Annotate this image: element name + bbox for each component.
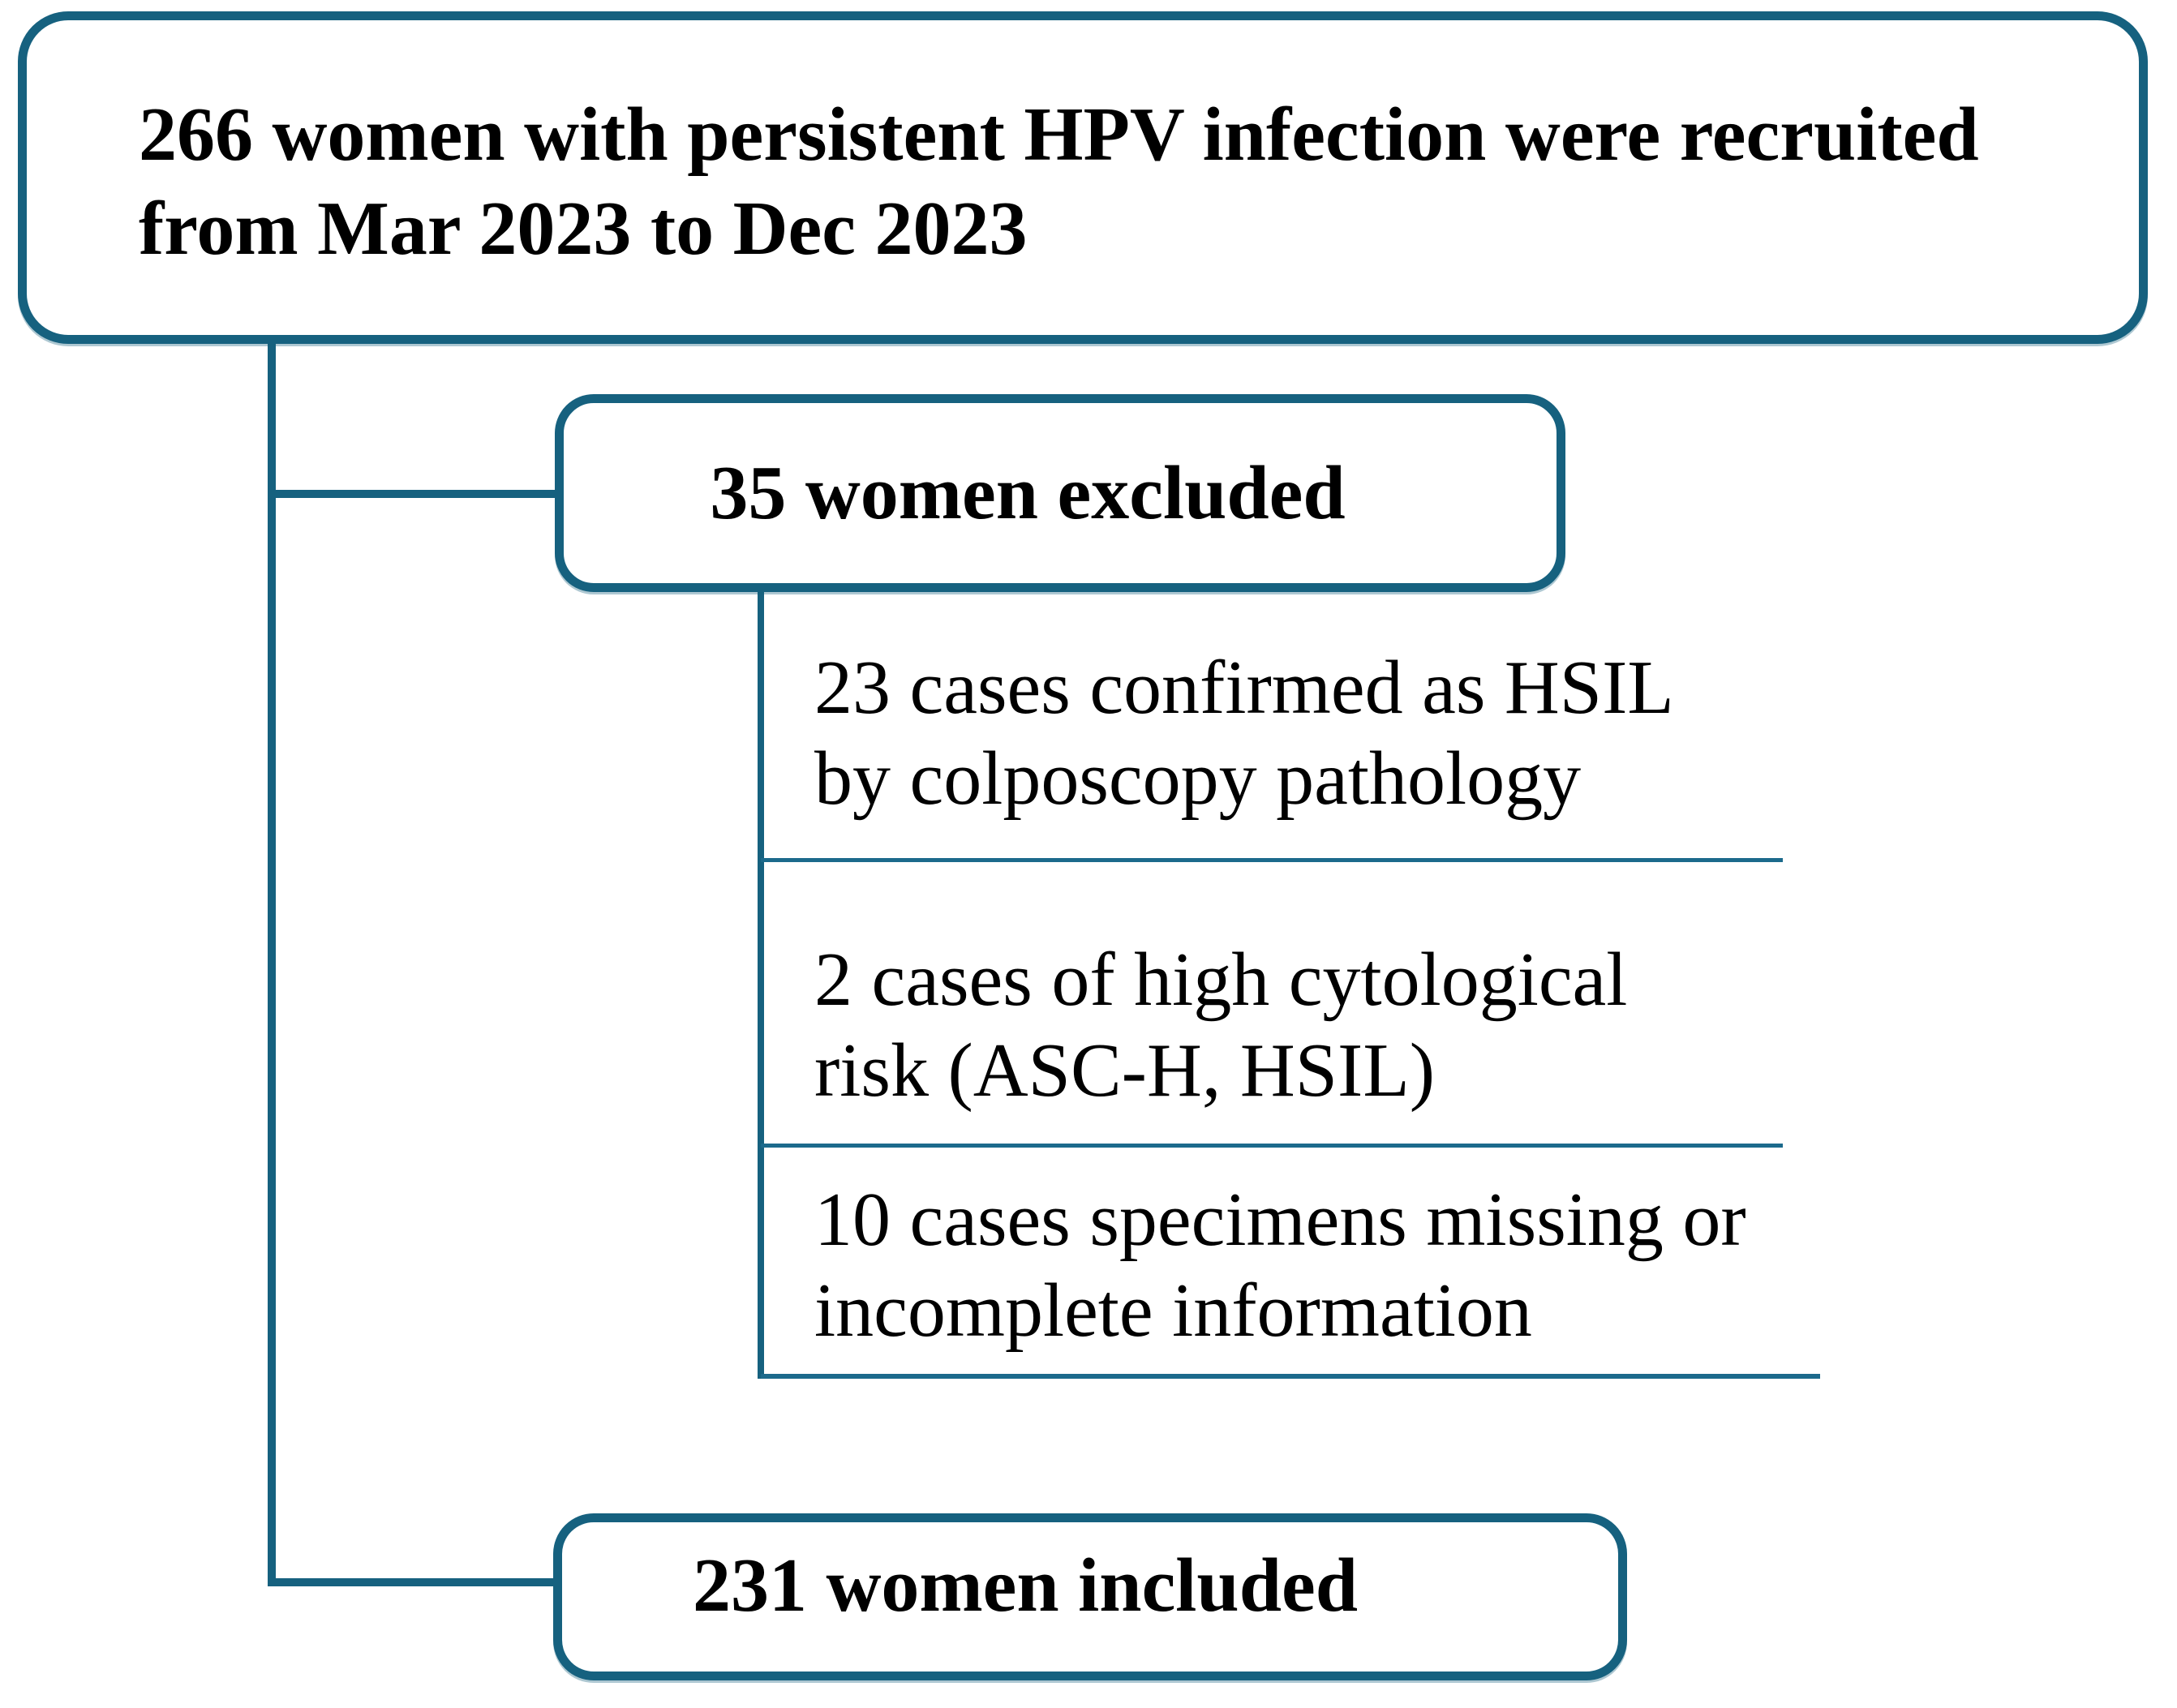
connector-reasons-vertical-line: [758, 590, 764, 1379]
reason-divider-1: [761, 858, 1783, 862]
connector-branch-to-included-line: [268, 1578, 560, 1586]
exclusion-reason-2-line-2: risk (ASC-H, HSIL): [814, 1028, 1436, 1113]
exclusion-reason-3-line-1: 10 cases specimens missing or: [814, 1178, 1746, 1262]
recruited-box-line-2: from Mar 2023 to Dec 2023: [139, 187, 1028, 271]
reason-divider-3: [761, 1374, 1820, 1379]
exclusion-reason-2: 2 cases of high cytological risk (ASC-H,…: [814, 934, 1917, 1116]
exclusion-reason-1: 23 cases confirmed as HSIL by colposcopy…: [814, 642, 1917, 824]
exclusion-reason-1-line-1: 23 cases confirmed as HSIL: [814, 646, 1674, 730]
connector-branch-to-excluded-line: [268, 490, 560, 498]
excluded-box: 35 women excluded: [555, 394, 1565, 592]
exclusion-reason-3-line-2: incomplete information: [814, 1268, 1532, 1353]
exclusion-reason-1-line-2: by colposcopy pathology: [814, 736, 1582, 821]
exclusion-reason-2-line-1: 2 cases of high cytological: [814, 938, 1628, 1022]
exclusion-reason-3: 10 cases specimens missing or incomplete…: [814, 1174, 1917, 1356]
recruited-box-text: 266 women with persistent HPV infection …: [27, 79, 2028, 276]
excluded-box-label: 35 women excluded: [710, 451, 1346, 535]
included-box-label: 231 women included: [693, 1543, 1358, 1628]
recruited-box-line-1: 266 women with persistent HPV infection …: [139, 92, 1979, 177]
connector-trunk-vertical-line: [268, 344, 276, 1586]
recruited-box: 266 women with persistent HPV infection …: [18, 11, 2148, 344]
reason-divider-2: [761, 1144, 1783, 1148]
included-box: 231 women included: [553, 1513, 1627, 1680]
